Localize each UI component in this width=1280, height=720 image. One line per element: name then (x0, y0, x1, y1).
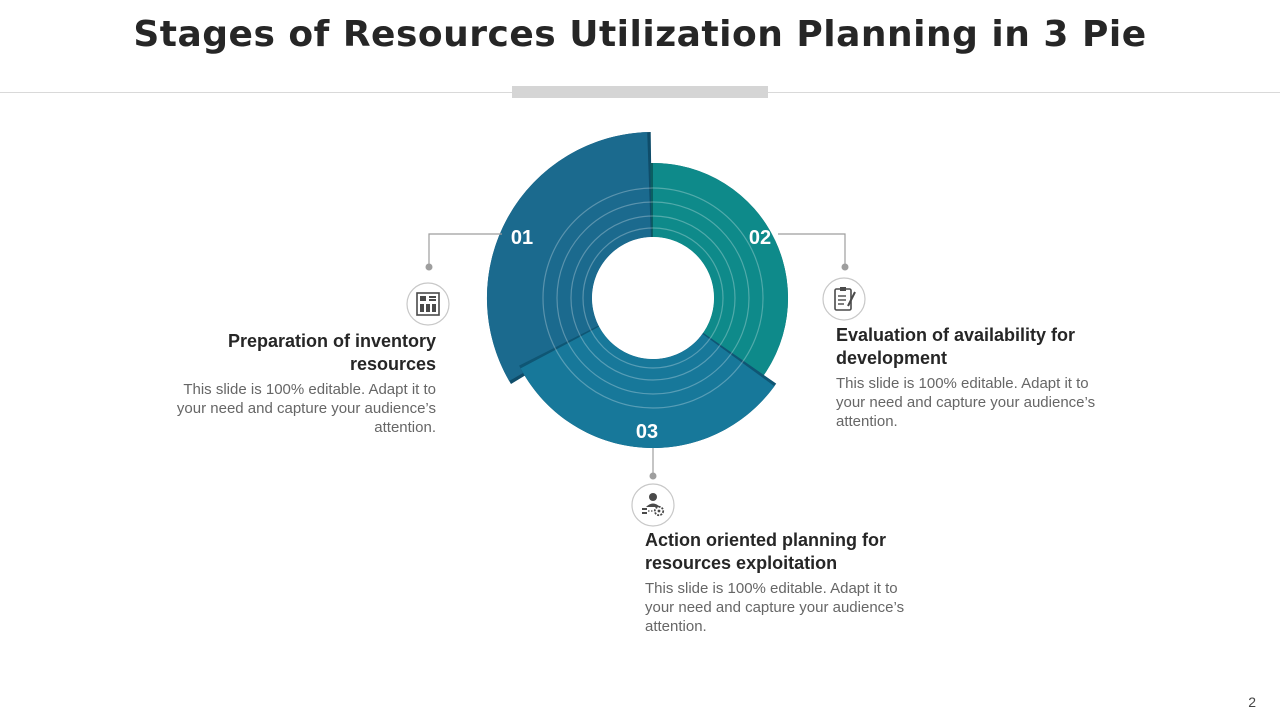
ring-line (542, 187, 764, 409)
connector-01-dot (425, 263, 433, 271)
segment-03-arc (520, 326, 775, 449)
connector-03-dot (649, 472, 657, 480)
connector-02-dot (841, 263, 849, 271)
stage-02-body: This slide is 100% editable. Adapt it to… (836, 375, 1096, 430)
stage-02-text: Evaluation of availability for developme… (836, 324, 1098, 431)
connector-02 (778, 233, 846, 266)
person-gear-icon (631, 483, 675, 527)
center-hole (592, 237, 714, 359)
checklist-clipboard-icon (822, 277, 866, 321)
segment-02-arc (653, 163, 789, 385)
inventory-grid-icon (406, 282, 450, 326)
ring-line (556, 201, 750, 395)
stage-02-heading: Evaluation of availability for developme… (836, 325, 1076, 368)
stage-01-heading: Preparation of inventory resources (227, 331, 436, 374)
stage-01-text: Preparation of inventory resources This … (176, 330, 436, 437)
ring-line (582, 227, 724, 369)
title-underline-bar (512, 86, 768, 98)
segment-03[interactable] (519, 325, 777, 449)
page-title: Stages of Resources Utilization Planning… (133, 14, 1147, 55)
segment-01-arc (486, 132, 651, 381)
segment-01-number: 01 (511, 227, 533, 249)
segment-02[interactable] (650, 162, 789, 387)
ring-line (570, 215, 736, 381)
segment-01[interactable] (486, 132, 653, 384)
segment-03-number: 03 (636, 421, 658, 443)
concentric-rings (542, 187, 764, 409)
page-number: 2 (1248, 694, 1256, 710)
connector-01 (428, 233, 502, 266)
stage-01-body: This slide is 100% editable. Adapt it to… (176, 381, 436, 436)
stage-03-body: This slide is 100% editable. Adapt it to… (645, 580, 905, 635)
segment-02-number: 02 (749, 227, 771, 249)
stage-03-text: Action oriented planning for resources e… (645, 529, 907, 636)
stage-03-heading: Action oriented planning for resources e… (645, 530, 886, 573)
header: Stages of Resources Utilization Planning… (0, 0, 1280, 98)
